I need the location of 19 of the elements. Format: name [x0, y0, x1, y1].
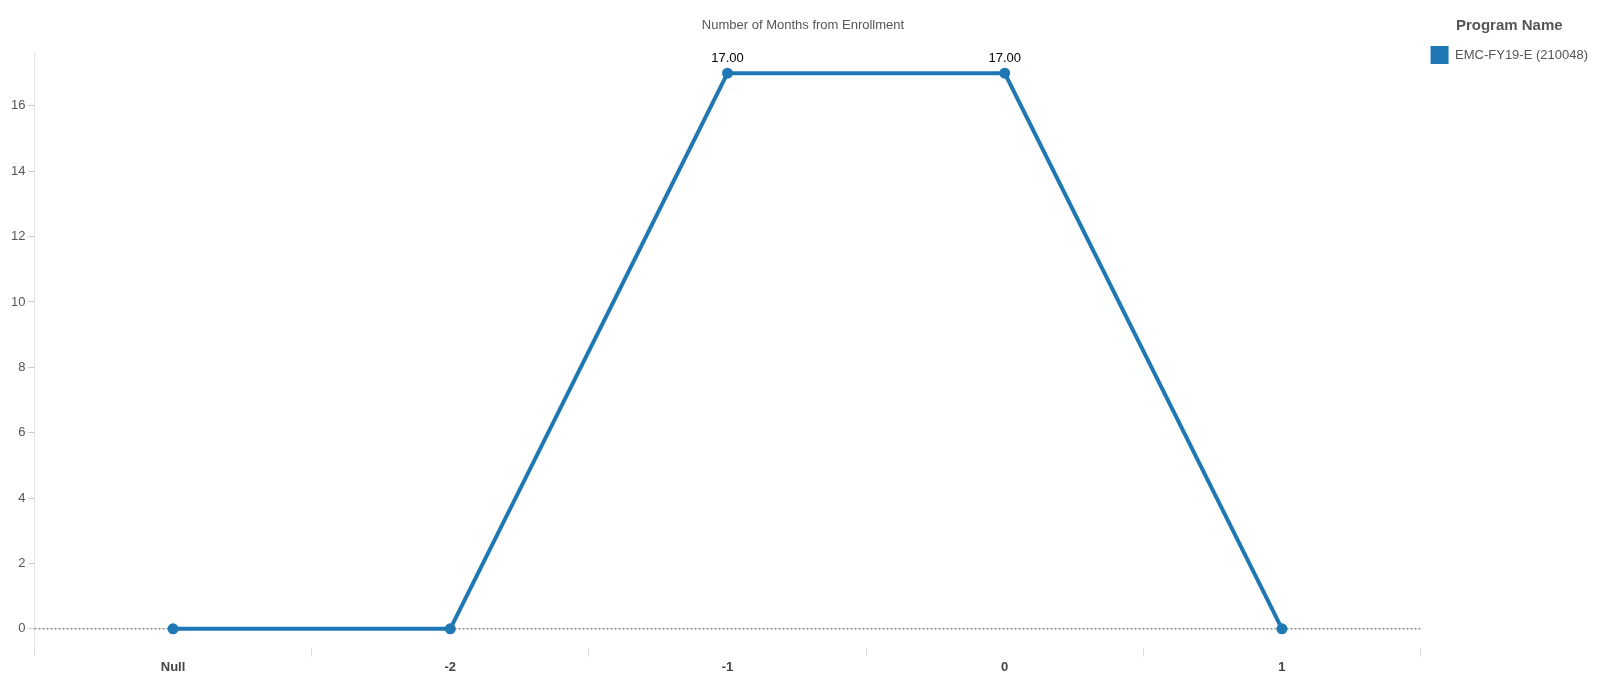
y-tick-label: 2 [18, 555, 26, 571]
y-tick-label: 14 [10, 162, 26, 178]
y-tick-label: 8 [18, 358, 26, 374]
x-tick-label: 1 [1278, 658, 1286, 674]
x-tick-label: 0 [1001, 658, 1009, 674]
legend-title: Program Name [1455, 15, 1563, 33]
x-tick-label: -2 [444, 658, 457, 674]
x-tick-label: -1 [721, 658, 734, 674]
y-tick-label: 12 [10, 228, 26, 244]
y-tick-label: 0 [18, 620, 26, 636]
x-tick-label: Null [160, 658, 186, 674]
data-label: 17.00 [711, 50, 744, 66]
y-tick-label: 10 [10, 293, 26, 309]
chart-title: Number of Months from Enrollment [701, 17, 905, 33]
y-tick-label: 6 [18, 424, 26, 440]
legend-label: EMC-FY19-E (210048) [1455, 46, 1589, 62]
y-tick-label: 4 [18, 489, 26, 505]
data-label: 17.00 [988, 50, 1021, 66]
y-tick-label: 16 [10, 97, 26, 113]
